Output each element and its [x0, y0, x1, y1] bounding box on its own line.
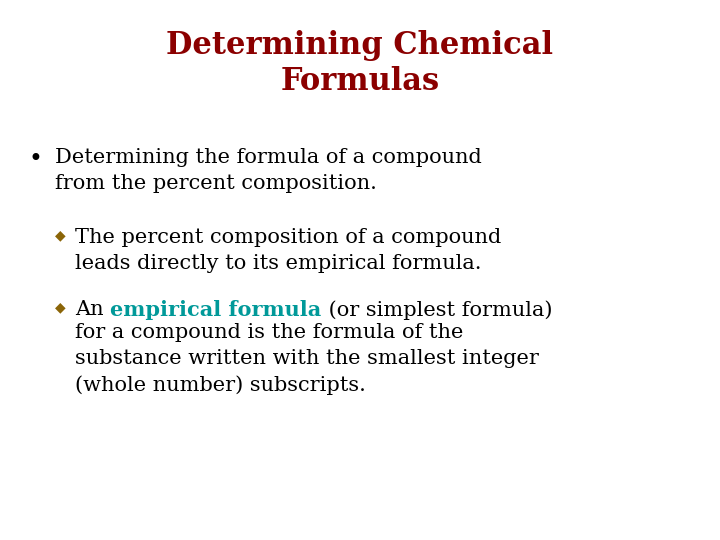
Text: The percent composition of a compound
leads directly to its empirical formula.: The percent composition of a compound le… [75, 228, 501, 273]
Text: empirical formula: empirical formula [110, 300, 322, 320]
Text: ◆: ◆ [55, 228, 66, 242]
Text: Determining the formula of a compound
from the percent composition.: Determining the formula of a compound fr… [55, 148, 482, 193]
Text: An: An [75, 300, 110, 319]
Text: for a compound is the formula of the
substance written with the smallest integer: for a compound is the formula of the sub… [75, 323, 539, 395]
Text: •: • [28, 148, 42, 171]
Text: (or simplest formula): (or simplest formula) [322, 300, 552, 320]
Text: ◆: ◆ [55, 300, 66, 314]
Text: Determining Chemical
Formulas: Determining Chemical Formulas [166, 30, 554, 97]
